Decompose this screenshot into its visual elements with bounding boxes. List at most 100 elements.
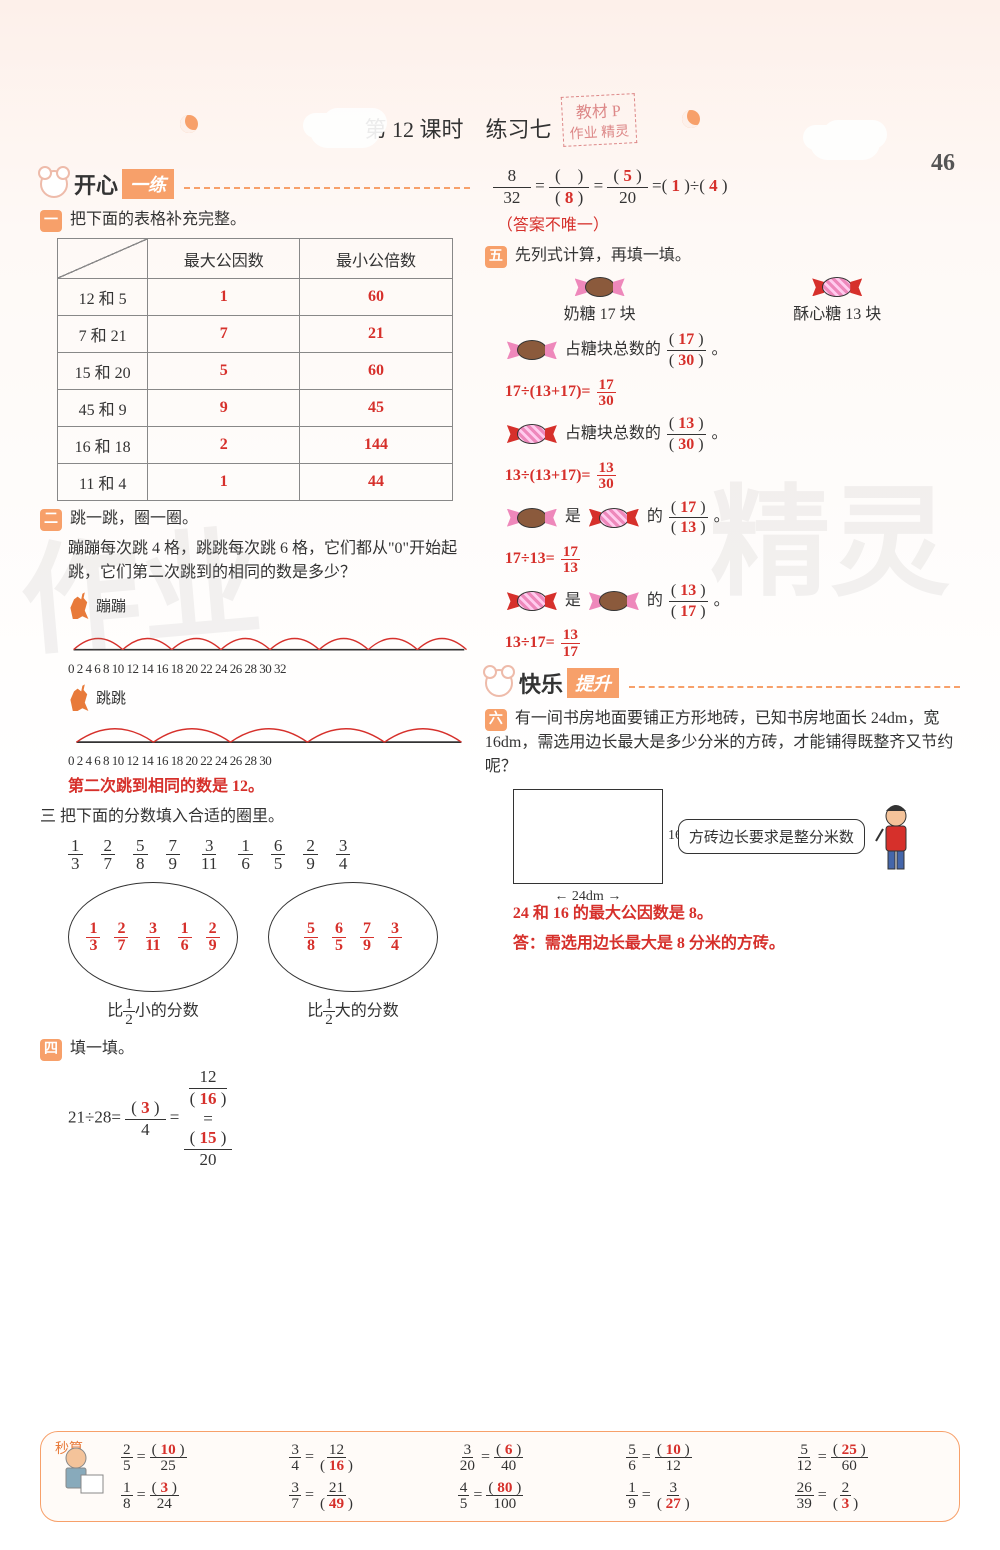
moon-deco: [180, 115, 198, 133]
badge-4: 四: [40, 1039, 62, 1061]
fraction-answer: 79: [360, 921, 374, 954]
col-gcd: 最大公因数: [148, 239, 300, 279]
fraction: 29: [303, 837, 318, 872]
fraction: 58: [133, 837, 148, 872]
col-lcm: 最小公倍数: [300, 239, 452, 279]
oval2-label: 比12大的分数: [268, 996, 438, 1027]
quick-calc-footer: 秒算 25 = ( 10 )2534 = 12( 16 )320 = ( 6 )…: [40, 1431, 960, 1522]
oval-less-than-half: 13 27 311 16 29: [68, 882, 238, 992]
textbook-stamp: 教材 P 作业 精灵: [561, 93, 637, 147]
q3-text: 把下面的分数填入合适的圈里。: [60, 808, 284, 825]
cloud-deco: [310, 113, 380, 148]
jump-arcs-1: [68, 621, 470, 656]
candy-milk-icon: [575, 274, 625, 300]
fraction: 16: [238, 837, 253, 872]
fraction-answer: 29: [206, 921, 220, 954]
question-2: 二 跳一跳，圈一圈。: [40, 507, 470, 531]
q5-row-4: 是 的 ( 13 )( 17 )。: [505, 581, 960, 621]
table-row: 16 和 182144: [58, 427, 452, 464]
footer-equation: 45 = ( 80 )100: [458, 1480, 608, 1511]
q5-eq-4: 13÷17=1317: [505, 627, 960, 658]
table-row: 45 和 9945: [58, 390, 452, 427]
right-column: 832 = ( )( 8 ) = ( 5 )20 =( 1 )÷( 4 ) （答…: [485, 160, 960, 1177]
left-column: 开心 一练 一 把下面的表格补充完整。 最大公因数 最小公倍数 12 和 516…: [40, 160, 470, 1177]
badge-3: 三: [40, 808, 56, 825]
fraction: 79: [166, 837, 181, 872]
q5-row-3: 是 的 ( 17 )( 13 )。: [505, 498, 960, 538]
candy-icon: [507, 337, 557, 363]
fraction: 65: [271, 837, 286, 872]
question-6: 六 有一间书房地面要铺正方形地砖，已知书房地面长 24dm，宽 16dm，需选用…: [485, 707, 960, 779]
footer-equations: 25 = ( 10 )25 34 = 12( 16 ) 320 = ( 6 )40 5…: [121, 1442, 945, 1511]
question-1: 一 把下面的表格补充完整。: [40, 208, 470, 232]
fraction-answer: 65: [332, 921, 346, 954]
section-happy-practice: 开心 一练: [40, 168, 470, 200]
bear-icon: [40, 170, 68, 198]
table-row: 12 和 5160: [58, 279, 452, 316]
footer-equation: 512 = ( 25 )60: [795, 1442, 945, 1473]
fraction-answer: 13: [86, 921, 100, 954]
q6-answer-2: 答：需选用边长最大是 8 分米的方砖。: [485, 932, 960, 956]
kangaroo-icon: [68, 683, 92, 711]
gcd-lcm-table: 最大公因数 最小公倍数 12 和 5160 7 和 21721 15 和 205…: [57, 238, 452, 501]
q6-answer-1: 24 和 16 的最大公因数是 8。: [485, 902, 960, 926]
q5-eq-1: 17÷(13+17)=1730: [505, 377, 960, 408]
q5-row-1: 占糖块总数的 ( 17 )( 30 )。: [505, 330, 960, 370]
lesson-name: 练习七: [486, 117, 552, 142]
question-5: 五 先列式计算，再填一填。: [485, 244, 960, 268]
candy-icon: [589, 588, 639, 614]
kangaroo-icon: [68, 591, 92, 619]
section-happy-improve: 快乐 提升: [485, 667, 960, 699]
fraction-answer: 58: [304, 921, 318, 954]
fraction: 13: [68, 837, 83, 872]
q2-desc: 蹦蹦每次跳 4 格，跳跳每次跳 6 格，它们都从"0"开始起跳，它们第二次跳到的…: [40, 537, 470, 585]
room-diagram: 16dm ← 24dm → 方砖边长要求是整分米数: [513, 789, 960, 884]
q5-text: 先列式计算，再填一填。: [515, 247, 691, 264]
badge-1: 一: [40, 210, 62, 232]
badge-6: 六: [485, 709, 507, 731]
fraction: 311: [198, 837, 220, 872]
footer-equation: 25 = ( 10 )25: [121, 1442, 271, 1473]
cloud-deco: [810, 125, 880, 160]
badge-2: 二: [40, 509, 62, 531]
table-row: 7 和 21721: [58, 316, 452, 353]
q5-eq-2: 13÷(13+17)=1330: [505, 460, 960, 491]
candy-icon: [507, 588, 557, 614]
candy-crisp-icon: [812, 274, 862, 300]
oval-greater-than-half: 58 65 79 34: [268, 882, 438, 992]
q4-note: （答案不唯一）: [485, 214, 960, 238]
fraction-answer: 34: [388, 921, 402, 954]
boy-icon: [871, 801, 921, 871]
q4-equation-2: 832 = ( )( 8 ) = ( 5 )20 =( 1 )÷( 4 ): [485, 166, 960, 208]
fraction: 27: [101, 837, 116, 872]
footer-equation: 2639 = 2( 3 ): [795, 1480, 945, 1511]
speech-bubble: 方砖边长要求是整分米数: [678, 819, 865, 854]
q4-text: 填一填。: [70, 1040, 134, 1057]
candy-icon: [589, 505, 639, 531]
q6-text: 有一间书房地面要铺正方形地砖，已知书房地面长 24dm，宽 16dm，需选用边长…: [485, 710, 953, 775]
q3-fraction-list: 1327587931116652934: [40, 837, 470, 872]
oval1-label: 比12小的分数: [68, 996, 238, 1027]
fraction-answer: 27: [114, 921, 128, 954]
bear-icon: [485, 669, 513, 697]
table-diag-header: [58, 239, 148, 279]
candy-icon: [507, 421, 557, 447]
number-line-1: 蹦蹦 0 2 4 6 8 10 12 14 16 18 20 22 24 26 …: [68, 591, 470, 677]
footer-equation: 18 = ( 3 )24: [121, 1480, 271, 1511]
q1-text: 把下面的表格补充完整。: [70, 211, 246, 228]
q2-answer: 第二次跳到相同的数是 12。: [40, 775, 470, 799]
footer-equation: 320 = ( 6 )40: [458, 1442, 608, 1473]
footer-equation: 34 = 12( 16 ): [289, 1442, 439, 1473]
badge-5: 五: [485, 246, 507, 268]
candy-icon: [507, 505, 557, 531]
table-row: 11 和 4144: [58, 464, 452, 501]
calculator-boy-icon: [51, 1440, 111, 1500]
fraction-answer: 311: [142, 921, 163, 954]
candy-header: 奶糖 17 块 酥心糖 13 块: [485, 274, 960, 324]
question-3: 三 把下面的分数填入合适的圈里。: [40, 805, 470, 829]
footer-equation: 37 = 21( 49 ): [289, 1480, 439, 1511]
fraction-answer: 16: [178, 921, 192, 954]
q5-eq-3: 17÷13=1713: [505, 544, 960, 575]
question-4: 四 填一填。: [40, 1037, 470, 1061]
jump-arcs-2: [68, 713, 470, 748]
